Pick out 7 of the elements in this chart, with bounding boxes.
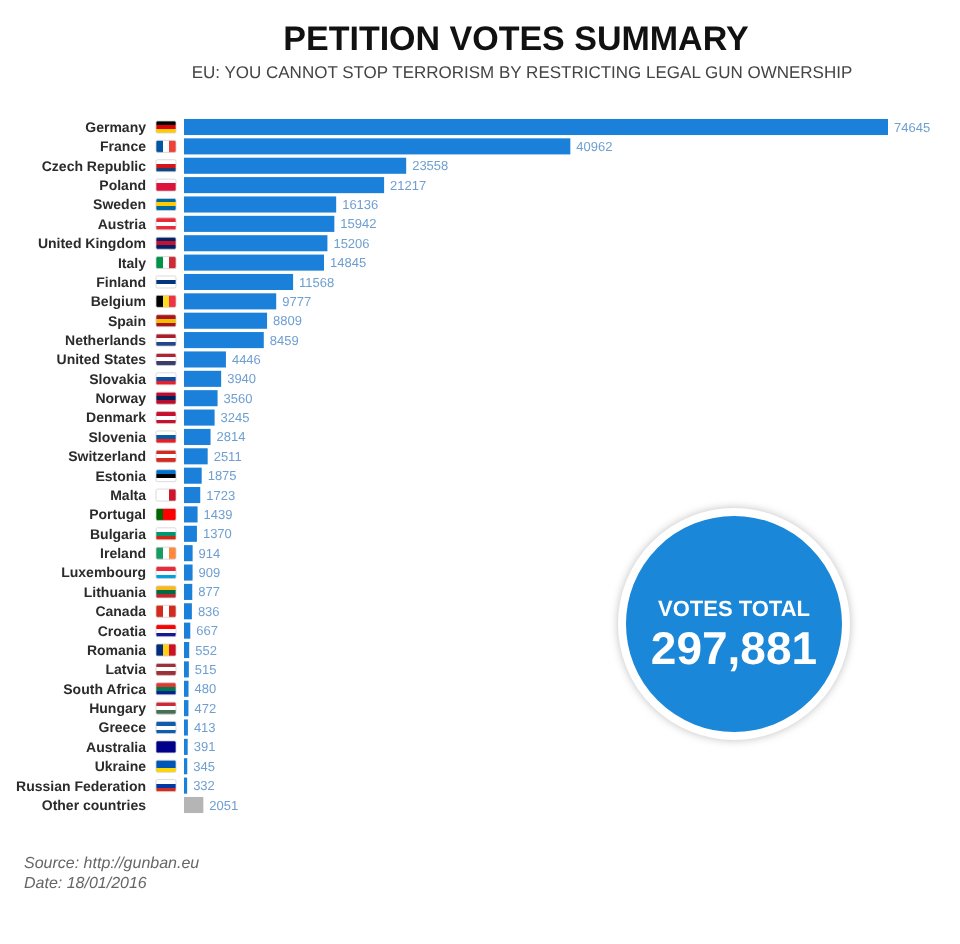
chart-subtitle: EU: YOU CANNOT STOP TERRORISM BY RESTRICTING LEGAL GUN OWNERSHIP <box>191 62 853 82</box>
source-note: Source: http://gunban.eu <box>24 854 201 872</box>
text: Date: 18/01/2016 <box>24 874 148 892</box>
bar <box>184 796 204 814</box>
chart-title: PETITION VOTES SUMMARY <box>283 20 750 58</box>
annotation: 297,881 <box>650 622 818 674</box>
annotation: VOTES TOTAL <box>658 598 811 622</box>
